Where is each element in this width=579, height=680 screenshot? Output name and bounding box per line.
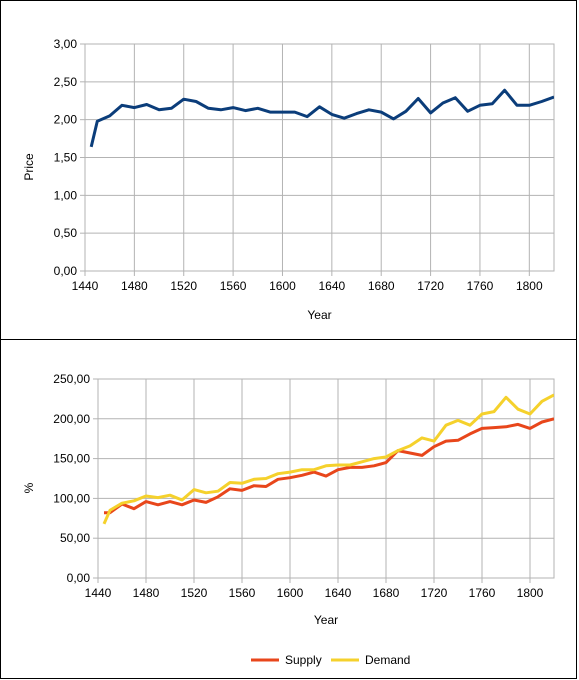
y-tick-label: 150,00 xyxy=(53,452,90,466)
y-tick-label: 200,00 xyxy=(53,412,90,426)
x-tick-label: 1720 xyxy=(421,586,448,600)
y-tick-label: 100,00 xyxy=(53,491,90,505)
series-line-supply xyxy=(104,417,554,515)
y-tick-label: 250,00 xyxy=(53,372,90,386)
y-tick-label: 2,50 xyxy=(54,75,78,89)
y-tick-label: 50,00 xyxy=(60,531,90,545)
legend-label-supply: Supply xyxy=(285,653,322,667)
supply-demand-chart-panel: 0,00 50,00 100,00 150,00 200,00 250,00 1440 148… xyxy=(0,339,577,679)
price-chart-panel: 0,00 0,50 1,00 1,50 2,00 2,50 3,00 1440 1480 1520… xyxy=(0,0,577,340)
y-axis-label: Price xyxy=(22,153,36,181)
y-tick-label: 0,00 xyxy=(67,571,91,585)
x-tick-label: 1800 xyxy=(517,586,544,600)
series-line-series-0 xyxy=(89,88,554,148)
y-tick-label: 2,00 xyxy=(54,113,78,127)
y-tick-label: 3,00 xyxy=(54,37,78,51)
x-tick-label: 1560 xyxy=(220,279,247,293)
x-tick-label: 1440 xyxy=(85,586,112,600)
x-axis-label: Year xyxy=(314,613,338,627)
x-tick-label: 1440 xyxy=(72,279,99,293)
y-tick-label: 1,00 xyxy=(54,188,78,202)
x-tick-label: 1480 xyxy=(133,586,160,600)
x-tick-label: 1560 xyxy=(229,586,256,600)
x-tick-label: 1760 xyxy=(467,279,494,293)
x-tick-label: 1640 xyxy=(325,586,352,600)
y-tick-label: 1,50 xyxy=(54,151,78,165)
plot-area xyxy=(84,43,555,272)
y-tick-label: 0,00 xyxy=(54,264,78,278)
y-axis-label: % xyxy=(22,482,36,493)
x-tick-label: 1600 xyxy=(277,586,304,600)
x-tick-label: 1800 xyxy=(516,279,543,293)
x-tick-label: 1520 xyxy=(170,279,197,293)
legend-label-demand: Demand xyxy=(365,653,410,667)
price-chart: 0,00 0,50 1,00 1,50 2,00 2,50 3,00 1440 1480 1520… xyxy=(22,37,555,322)
x-tick-label: 1640 xyxy=(318,279,345,293)
supply-demand-chart: 0,00 50,00 100,00 150,00 200,00 250,00 1440 148… xyxy=(22,372,555,667)
series-line-demand xyxy=(102,393,554,525)
plot-area xyxy=(97,378,555,579)
x-tick-label: 1680 xyxy=(373,586,400,600)
x-tick-label: 1720 xyxy=(417,279,444,293)
x-tick-label: 1680 xyxy=(368,279,395,293)
x-tick-label: 1760 xyxy=(469,586,496,600)
x-tick-label: 1480 xyxy=(121,279,148,293)
y-tick-label: 0,50 xyxy=(54,226,78,240)
x-tick-label: 1520 xyxy=(181,586,208,600)
x-tick-label: 1600 xyxy=(269,279,296,293)
x-axis-label: Year xyxy=(307,308,331,322)
